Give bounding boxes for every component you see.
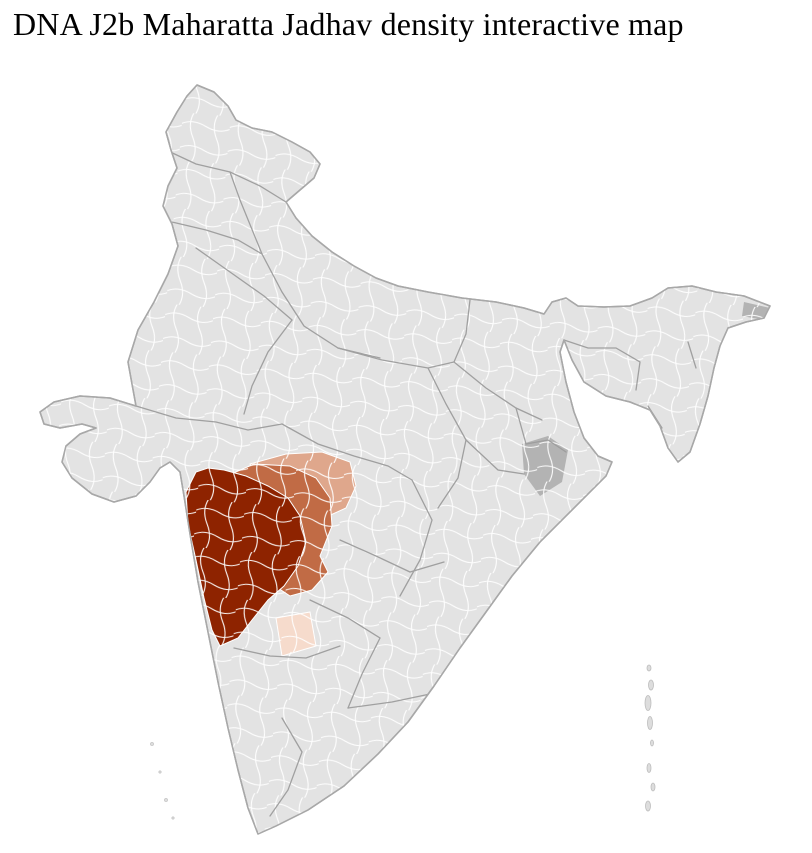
district-borders-mesh [40,85,770,834]
lakshadweep-islands[interactable] [150,742,175,820]
page-title: DNA J2b Maharatta Jadhav density interac… [13,6,684,42]
andaman-nicobar-islands[interactable] [644,664,656,812]
state-borders [135,149,697,817]
